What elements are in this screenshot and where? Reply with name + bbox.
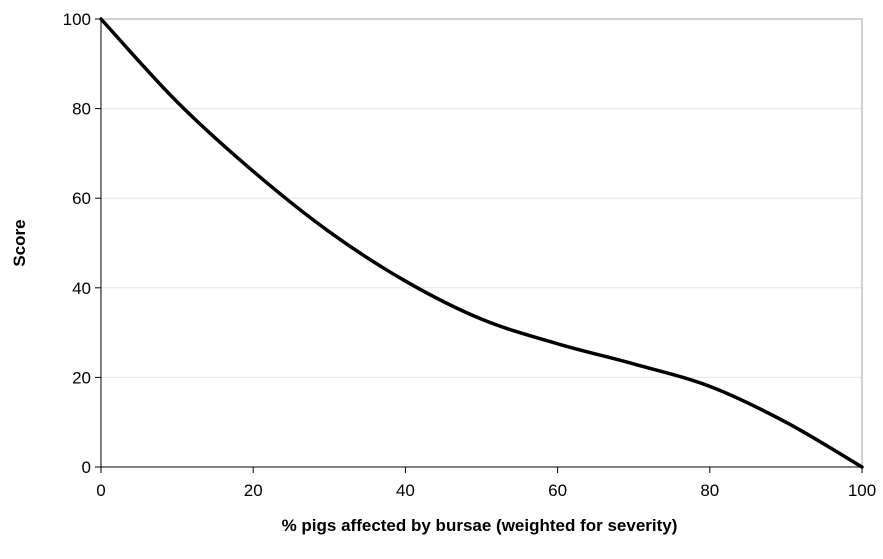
y-tick-label-100: 100 bbox=[63, 10, 91, 29]
y-tick-label-0: 0 bbox=[82, 458, 91, 477]
gridlines bbox=[101, 108, 862, 378]
plot-area-frame bbox=[100, 18, 863, 468]
x-tick-label-40: 40 bbox=[396, 481, 415, 500]
y-axis-title: Score bbox=[10, 219, 29, 266]
tick-labels: 0 20 40 60 80 100 0 20 40 60 80 100 bbox=[63, 10, 877, 500]
y-tick-label-20: 20 bbox=[72, 368, 91, 387]
y-tick-label-80: 80 bbox=[72, 100, 91, 119]
x-tick-label-0: 0 bbox=[96, 481, 105, 500]
tick-marks bbox=[95, 18, 863, 473]
x-tick-label-60: 60 bbox=[548, 481, 567, 500]
x-tick-label-100: 100 bbox=[848, 481, 876, 500]
x-tick-label-80: 80 bbox=[700, 481, 719, 500]
x-tick-label-20: 20 bbox=[244, 481, 263, 500]
series-layer bbox=[99, 17, 864, 469]
series-line-0 bbox=[99, 17, 864, 469]
x-axis-title: % pigs affected by bursae (weighted for … bbox=[282, 516, 678, 535]
y-tick-label-60: 60 bbox=[72, 189, 91, 208]
y-tick-label-40: 40 bbox=[72, 279, 91, 298]
